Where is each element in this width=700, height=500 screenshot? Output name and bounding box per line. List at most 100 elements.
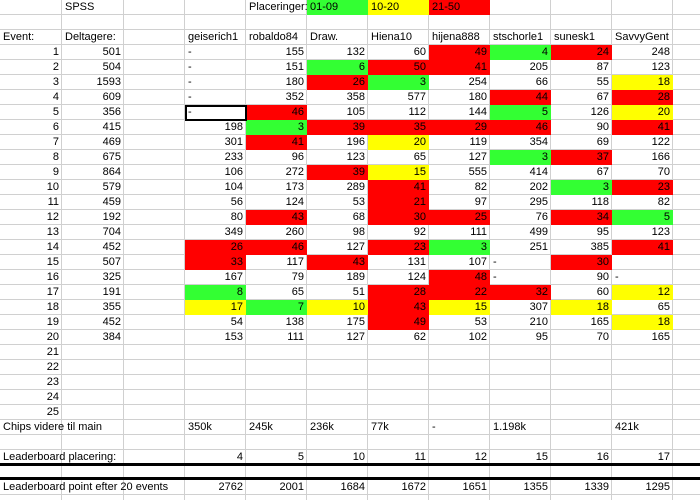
cell[interactable]: 10-20 (368, 0, 429, 15)
cell[interactable]: 167 (224, 271, 243, 283)
cell[interactable]: 166 (651, 151, 670, 163)
cell[interactable]: 2001 (279, 481, 304, 493)
cell[interactable]: 37 (551, 150, 612, 165)
cell[interactable]: 3 (246, 120, 307, 135)
cell[interactable]: 2 (52, 61, 59, 73)
cell[interactable]: - (615, 271, 619, 283)
cell[interactable]: 51 (352, 286, 365, 298)
cell[interactable]: 60 (596, 286, 609, 298)
cell[interactable]: 704 (102, 226, 121, 238)
cell[interactable]: 196 (346, 136, 365, 148)
cell[interactable]: 1355 (523, 481, 548, 493)
cell[interactable]: 4 (52, 91, 59, 103)
cell[interactable]: 358 (346, 91, 365, 103)
cell[interactable]: 20 (368, 135, 429, 150)
cell[interactable]: 349 (224, 226, 243, 238)
cell[interactable]: 62 (413, 331, 426, 343)
cell[interactable]: 165 (590, 316, 609, 328)
cell[interactable]: 555 (468, 166, 487, 178)
cell[interactable]: 53 (352, 196, 365, 208)
cell[interactable]: 173 (285, 181, 304, 193)
cell[interactable]: 23 (612, 180, 673, 195)
cell[interactable]: 41 (368, 180, 429, 195)
cell[interactable]: SavvyGent (615, 31, 669, 43)
cell[interactable]: 24 (551, 45, 612, 60)
cell[interactable]: 355 (102, 301, 121, 313)
cell[interactable]: 16 (46, 271, 59, 283)
cell[interactable]: 34 (551, 210, 612, 225)
cell[interactable]: 82 (474, 181, 487, 193)
cell[interactable]: 10 (46, 181, 59, 193)
cell[interactable]: 18 (612, 315, 673, 330)
cell[interactable]: 41 (429, 60, 490, 75)
cell[interactable]: 198 (224, 121, 243, 133)
cell[interactable]: 3 (551, 180, 612, 195)
cell[interactable]: geiserich1 (188, 31, 239, 43)
cell[interactable]: 1.198k (493, 421, 527, 433)
cell[interactable]: 15 (368, 165, 429, 180)
cell[interactable]: 501 (102, 46, 121, 58)
cell[interactable]: 4 (236, 451, 243, 463)
cell[interactable]: 609 (102, 91, 121, 103)
cell[interactable]: 507 (102, 256, 121, 268)
cell[interactable]: 16 (596, 451, 609, 463)
cell[interactable]: 236k (310, 421, 334, 433)
cell[interactable]: 53 (474, 316, 487, 328)
cell[interactable]: 165 (651, 331, 670, 343)
cell[interactable]: 41 (246, 135, 307, 150)
cell[interactable]: 01-09 (307, 0, 368, 15)
cell[interactable]: 30 (368, 210, 429, 225)
cell[interactable]: 65 (413, 151, 426, 163)
cell[interactable]: 124 (407, 271, 426, 283)
cell[interactable]: 138 (285, 316, 304, 328)
cell[interactable]: 80 (230, 211, 243, 223)
cell[interactable]: 414 (529, 166, 548, 178)
cell[interactable]: Hiena10 (371, 31, 412, 43)
cell[interactable]: 132 (346, 46, 365, 58)
cell[interactable]: 77k (371, 421, 389, 433)
cell[interactable]: 48 (429, 270, 490, 285)
cell[interactable]: 28 (368, 285, 429, 300)
cell[interactable]: 90 (596, 271, 609, 283)
cell[interactable]: Chips videre til main (3, 421, 103, 433)
cell[interactable]: 67 (596, 91, 609, 103)
cell[interactable]: Draw. (310, 31, 339, 43)
cell[interactable]: 24 (46, 391, 59, 403)
cell[interactable]: 82 (657, 196, 670, 208)
cell[interactable]: 3 (52, 76, 59, 88)
cell[interactable]: 29 (429, 120, 490, 135)
cell[interactable]: 1651 (462, 481, 487, 493)
cell[interactable]: 26 (307, 75, 368, 90)
cell[interactable]: - (493, 271, 497, 283)
cell[interactable]: 105 (346, 106, 365, 118)
cell[interactable]: 2762 (218, 481, 243, 493)
cell[interactable]: 245k (249, 421, 273, 433)
cell[interactable]: 46 (490, 120, 551, 135)
cell[interactable]: 153 (224, 331, 243, 343)
cell[interactable]: 17 (657, 451, 670, 463)
cell[interactable]: 39 (307, 165, 368, 180)
cell[interactable]: 19 (46, 316, 59, 328)
cell[interactable]: 124 (285, 196, 304, 208)
cell[interactable]: 15 (46, 256, 59, 268)
cell[interactable]: 49 (368, 315, 429, 330)
cell[interactable]: 20 (46, 331, 59, 343)
cell[interactable]: 111 (287, 331, 304, 343)
cell[interactable]: 5 (297, 451, 304, 463)
cell[interactable]: 97 (474, 196, 487, 208)
cell[interactable]: 22 (46, 361, 59, 373)
cell[interactable]: 123 (651, 61, 670, 73)
cell[interactable]: - (188, 106, 192, 118)
cell[interactable]: 119 (469, 136, 487, 148)
cell[interactable]: 70 (657, 166, 670, 178)
cell[interactable]: 254 (468, 76, 487, 88)
cell[interactable]: sunesk1 (554, 31, 595, 43)
cell[interactable]: 192 (102, 211, 121, 223)
cell[interactable]: 122 (651, 136, 670, 148)
cell[interactable]: 301 (224, 136, 243, 148)
cell[interactable]: 39 (307, 120, 368, 135)
cell[interactable]: 8 (52, 151, 59, 163)
cell[interactable]: 123 (346, 151, 365, 163)
cell[interactable]: stschorle1 (493, 31, 544, 43)
cell[interactable]: 35 (368, 120, 429, 135)
